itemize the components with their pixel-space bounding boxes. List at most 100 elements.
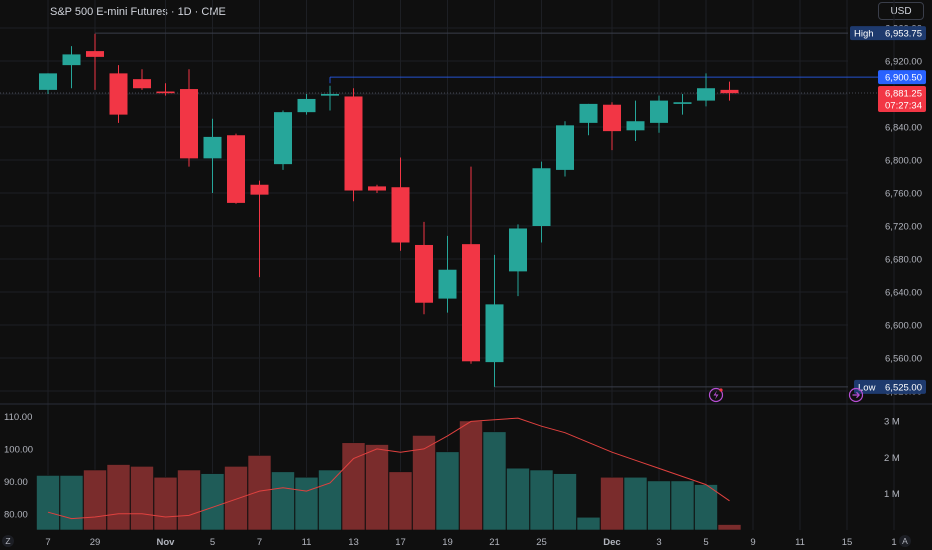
time-tick-label: 1 [891, 537, 896, 548]
volume-bar [388, 471, 413, 531]
candle-body [650, 100, 668, 123]
time-tick-label: Nov [157, 537, 176, 548]
volume-bar [435, 451, 460, 531]
volume-bar [459, 420, 483, 531]
price-tick-label: 6,720.00 [885, 222, 922, 233]
candle-body [344, 96, 363, 191]
volume-bar [365, 444, 389, 531]
volume-bar [341, 442, 366, 531]
low-tag-value: 6,525.00 [885, 382, 922, 393]
time-tick-label: 7 [257, 537, 262, 548]
time-tick-label: 13 [348, 537, 359, 548]
candle-body [227, 135, 245, 203]
volume-bar [623, 476, 648, 531]
price-tags: High 6,953.75 Low 6,525.00 6,900.506,881.250… [850, 26, 926, 394]
volume-bar [271, 471, 295, 531]
volume-bar [600, 476, 624, 531]
price-tick-label: 6,600.00 [885, 321, 922, 332]
volume-bar [576, 516, 601, 531]
volume-left-tick-label: 100.00 [4, 444, 33, 455]
volume-bar [36, 475, 60, 531]
volume-axis-ticks: 110.00 100.00 90.00 80.00 3 M 2 M 1 M [4, 412, 900, 520]
price-tick-label: 6,560.00 [885, 354, 922, 365]
candle-body [250, 184, 269, 195]
candle-body [579, 103, 598, 123]
time-tick-label: 25 [536, 537, 547, 548]
candle-body [133, 79, 151, 89]
volume-bar [647, 480, 671, 531]
price-tick-label: 6,840.00 [885, 123, 922, 134]
price-tick-label: 6,640.00 [885, 288, 922, 299]
currency-button[interactable]: USD [878, 2, 924, 20]
volume-bar [529, 469, 554, 531]
auto-scale-label: A [902, 536, 908, 546]
candle-body [485, 304, 504, 363]
reference-lines [0, 32, 878, 388]
volume-bar [553, 473, 577, 531]
volume-right-tick-label: 2 M [884, 453, 900, 464]
auto-zoom-label: Z [5, 536, 10, 546]
price-tick-label: 6,920.00 [885, 57, 922, 68]
time-tick-label: 5 [210, 537, 215, 548]
candle-body [39, 73, 57, 90]
countdown-label: 07:27:34 [885, 100, 922, 111]
volume-bar [224, 466, 248, 531]
prev-close-tag-bg [878, 70, 926, 85]
time-tick-label: 17 [395, 537, 406, 548]
candle-body [720, 89, 739, 94]
volume-bar [506, 467, 530, 531]
auto-scale-button[interactable]: A [899, 535, 911, 547]
candle-body [438, 269, 457, 299]
candle-body [180, 89, 198, 159]
volume-bar [153, 476, 178, 531]
last-price-tag-bg [878, 85, 926, 112]
volume-bar [694, 484, 718, 531]
price-tick-label: 6,680.00 [885, 255, 922, 266]
high-tag-bg [850, 26, 926, 41]
time-tick-label: Dec [603, 537, 620, 548]
forward-icon[interactable] [848, 387, 864, 403]
candle-body [697, 88, 715, 101]
high-tag-label: High [854, 29, 874, 40]
candle-body [156, 91, 175, 94]
volume-right-tick-label: 3 M [884, 416, 900, 427]
volume-bar [106, 464, 131, 531]
time-tick-label: 9 [750, 537, 755, 548]
volume-bar [482, 431, 507, 531]
candle-body [321, 94, 339, 96]
volume-bar [83, 469, 107, 531]
time-tick-label: 15 [842, 537, 853, 548]
volume-ma-line [47, 417, 730, 520]
time-tick-label: 7 [45, 537, 50, 548]
log-scale-button[interactable]: Z [2, 535, 14, 547]
chart-title: S&P 500 E-mini Futures · 1D · CME [50, 6, 226, 18]
candle-body [556, 125, 574, 170]
time-tick-label: 19 [442, 537, 453, 548]
prev-close-tag-value: 6,900.50 [885, 73, 922, 84]
time-tick-label: 11 [302, 537, 312, 548]
volume-left-tick-label: 110.00 [4, 412, 32, 423]
volume-bar [247, 455, 272, 531]
volume-left-tick-label: 90.00 [4, 477, 28, 488]
candle-body [391, 187, 410, 243]
low-tag: Low 6,525.00 [854, 379, 926, 394]
price-tick-label: 6,800.00 [885, 156, 922, 167]
candle-body [509, 228, 527, 272]
candle-body [203, 136, 222, 159]
alert-icon[interactable] [708, 387, 724, 403]
candle-body [297, 98, 316, 113]
prev-close-tag: 6,900.50 [878, 70, 926, 85]
volume-bar [59, 475, 84, 531]
time-tick-label: 5 [703, 537, 708, 548]
volume-bar [130, 466, 154, 531]
time-tick-label: 3 [656, 537, 661, 548]
high-tag-value: 6,953.75 [885, 29, 922, 40]
volume-right-tick-label: 1 M [884, 489, 900, 500]
candle-body [86, 51, 104, 57]
high-tag: High 6,953.75 [850, 26, 926, 41]
time-tick-label: 11 [795, 537, 805, 548]
candle-body [626, 121, 645, 131]
time-tick-label: 21 [489, 537, 500, 548]
